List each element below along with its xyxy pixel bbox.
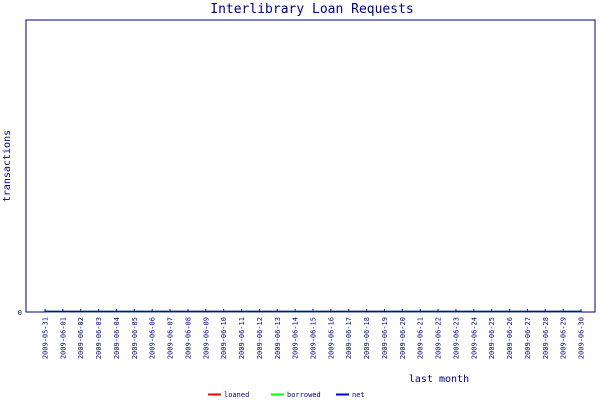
- data-point-net: [330, 310, 332, 313]
- data-point-net: [79, 310, 82, 313]
- data-point-net: [419, 310, 422, 313]
- data-point-net: [365, 310, 368, 313]
- y-axis-label: transactions: [2, 130, 13, 202]
- x-tick-label: 2009-06-20: [399, 317, 407, 359]
- data-point-net: [258, 310, 261, 313]
- x-tick-label: 2009-06-18: [363, 317, 371, 359]
- legend: loaned borrowed net: [208, 391, 365, 399]
- x-tick-label: 2009-06-17: [345, 317, 353, 359]
- data-point-net: [455, 310, 457, 313]
- data-point-net: [437, 310, 439, 313]
- data-point-net: [526, 310, 529, 313]
- data-point-net: [383, 310, 386, 313]
- x-tick-label: 2009-06-07: [167, 317, 175, 359]
- x-tick-label: 2009-06-19: [381, 317, 389, 359]
- data-point-net: [222, 310, 225, 313]
- x-tick-label: 2009-06-26: [506, 317, 514, 359]
- data-point-net: [62, 310, 64, 313]
- data-point-net: [133, 310, 136, 313]
- x-tick-label: 2009-06-23: [452, 317, 460, 359]
- data-point-net: [240, 310, 243, 313]
- data-point-net: [312, 310, 314, 313]
- x-tick-label: 2009-06-30: [578, 317, 586, 359]
- x-tick-label: 2009-06-12: [256, 317, 264, 359]
- data-point-net: [473, 310, 475, 313]
- legend-label-borrowed: borrowed: [287, 391, 321, 399]
- x-tick-label: 2009-06-04: [113, 317, 121, 359]
- x-tick-label: 2009-06-25: [488, 317, 496, 359]
- x-tick-label: 2009-06-01: [59, 317, 67, 359]
- x-tick-label: 2009-06-03: [95, 317, 103, 359]
- data-point-net: [562, 310, 564, 313]
- data-point-net: [580, 310, 582, 313]
- data-point-net: [169, 310, 171, 313]
- data-point-net: [44, 310, 46, 313]
- data-point-net: [401, 310, 404, 313]
- x-tick-label: 2009-06-28: [542, 317, 550, 359]
- x-tick-label: 2009-06-11: [238, 317, 246, 359]
- x-tick-label: 2009-06-27: [524, 317, 532, 359]
- data-point-net: [294, 310, 296, 313]
- data-point-net: [276, 310, 279, 313]
- x-tick-label: 2009-06-15: [310, 317, 318, 359]
- data-point-net: [347, 310, 350, 313]
- series-lines: [44, 310, 582, 313]
- data-point-net: [544, 310, 547, 313]
- x-tick-label: 2009-06-24: [470, 317, 478, 359]
- y-tick-label: 0: [18, 309, 22, 317]
- data-point-net: [508, 310, 511, 313]
- chart-title: Interlibrary Loan Requests: [210, 2, 414, 17]
- x-tick-label: 2009-06-14: [292, 317, 300, 359]
- data-point-net: [151, 310, 153, 313]
- data-point-net: [115, 310, 118, 313]
- data-point-net: [187, 310, 189, 313]
- legend-label-net: net: [352, 391, 365, 399]
- x-tick-label: 2009-06-16: [327, 317, 335, 359]
- x-axis-ticks: 2009-05-31 2009-06-01 2009-06-02 2009-06-03…: [42, 309, 586, 359]
- x-axis-label: last month: [409, 374, 469, 385]
- data-point-net: [490, 310, 493, 313]
- x-tick-label: 2009-06-05: [131, 317, 139, 359]
- data-point-net: [205, 310, 207, 313]
- x-tick-label: 2009-06-13: [274, 317, 282, 359]
- x-tick-label: 2009-06-21: [417, 317, 425, 359]
- x-tick-label: 2009-06-29: [560, 317, 568, 359]
- data-point-net: [97, 310, 100, 313]
- x-tick-label: 2009-05-31: [42, 317, 50, 359]
- x-tick-label: 2009-06-22: [435, 317, 443, 359]
- x-tick-label: 2009-06-06: [149, 317, 157, 359]
- x-tick-label: 2009-06-10: [220, 317, 228, 359]
- x-tick-label: 2009-06-08: [184, 317, 192, 359]
- plot-area: [25, 19, 596, 313]
- x-tick-label: 2009-06-02: [77, 317, 85, 359]
- legend-label-loaned: loaned: [224, 391, 249, 399]
- y-axis-tick-labels: 0: [18, 309, 22, 317]
- x-tick-label: 2009-06-09: [202, 317, 210, 359]
